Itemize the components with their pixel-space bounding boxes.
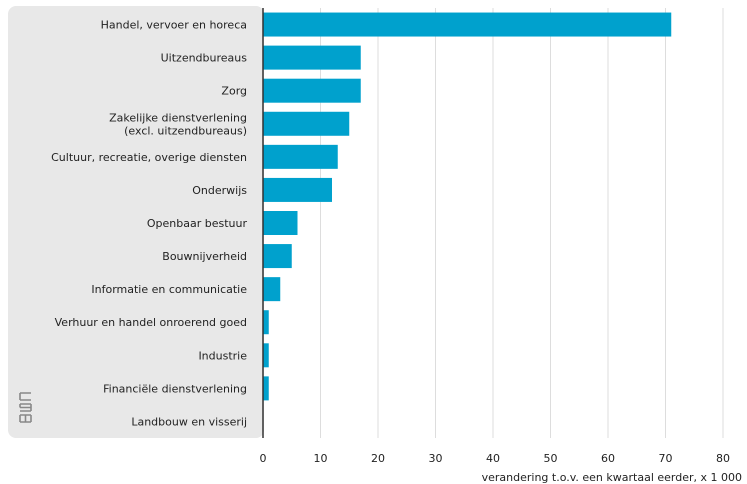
bar (263, 177, 332, 202)
category-label: Onderwijs (192, 184, 247, 197)
bar (263, 343, 269, 368)
gridlines (320, 8, 724, 438)
x-tick-labels: 0 10 20 30 40 50 60 70 80 (260, 452, 731, 465)
category-labels: Handel, vervoer en horeca Uitzendbureaus Z… (51, 19, 247, 429)
cbs-logo (19, 392, 32, 423)
bar (263, 211, 298, 235)
x-tick-label: 0 (260, 452, 267, 465)
bar (263, 45, 361, 70)
bar (263, 310, 269, 335)
x-axis-title: verandering t.o.v. een kwartaal eerder, … (482, 471, 742, 484)
category-label: Openbaar bestuur (147, 217, 248, 230)
bar (263, 144, 338, 169)
x-tick-label: 10 (314, 452, 328, 465)
x-tick-label: 20 (371, 452, 385, 465)
category-label: Financiële dienstverlening (103, 382, 247, 395)
bars (263, 12, 672, 401)
bar (263, 376, 269, 401)
category-label: Bouwnijverheid (162, 250, 247, 263)
category-label: Zakelijke dienstverlening (excl. uitzendb… (109, 111, 247, 137)
bar (263, 111, 350, 136)
x-tick-label: 30 (429, 452, 443, 465)
category-label: Informatie en communicatie (91, 283, 247, 296)
label-panel (8, 6, 264, 438)
category-label: Zorg (221, 85, 247, 98)
category-label: Landbouw en visserij (131, 415, 247, 428)
bar (263, 12, 672, 37)
category-label: Cultuur, recreatie, overige diensten (51, 151, 247, 164)
x-tick-label: 70 (659, 452, 673, 465)
x-tick-label: 50 (544, 452, 558, 465)
bar (263, 244, 292, 269)
category-label: Industrie (198, 349, 247, 362)
x-tick-label: 80 (716, 452, 730, 465)
bar (263, 277, 281, 302)
category-label: Uitzendbureaus (161, 52, 248, 65)
x-tick-label: 60 (601, 452, 615, 465)
category-label: Handel, vervoer en horeca (101, 19, 247, 32)
x-tick-label: 40 (486, 452, 500, 465)
bar (263, 78, 361, 103)
category-label: Verhuur en handel onroerend goed (55, 316, 247, 329)
